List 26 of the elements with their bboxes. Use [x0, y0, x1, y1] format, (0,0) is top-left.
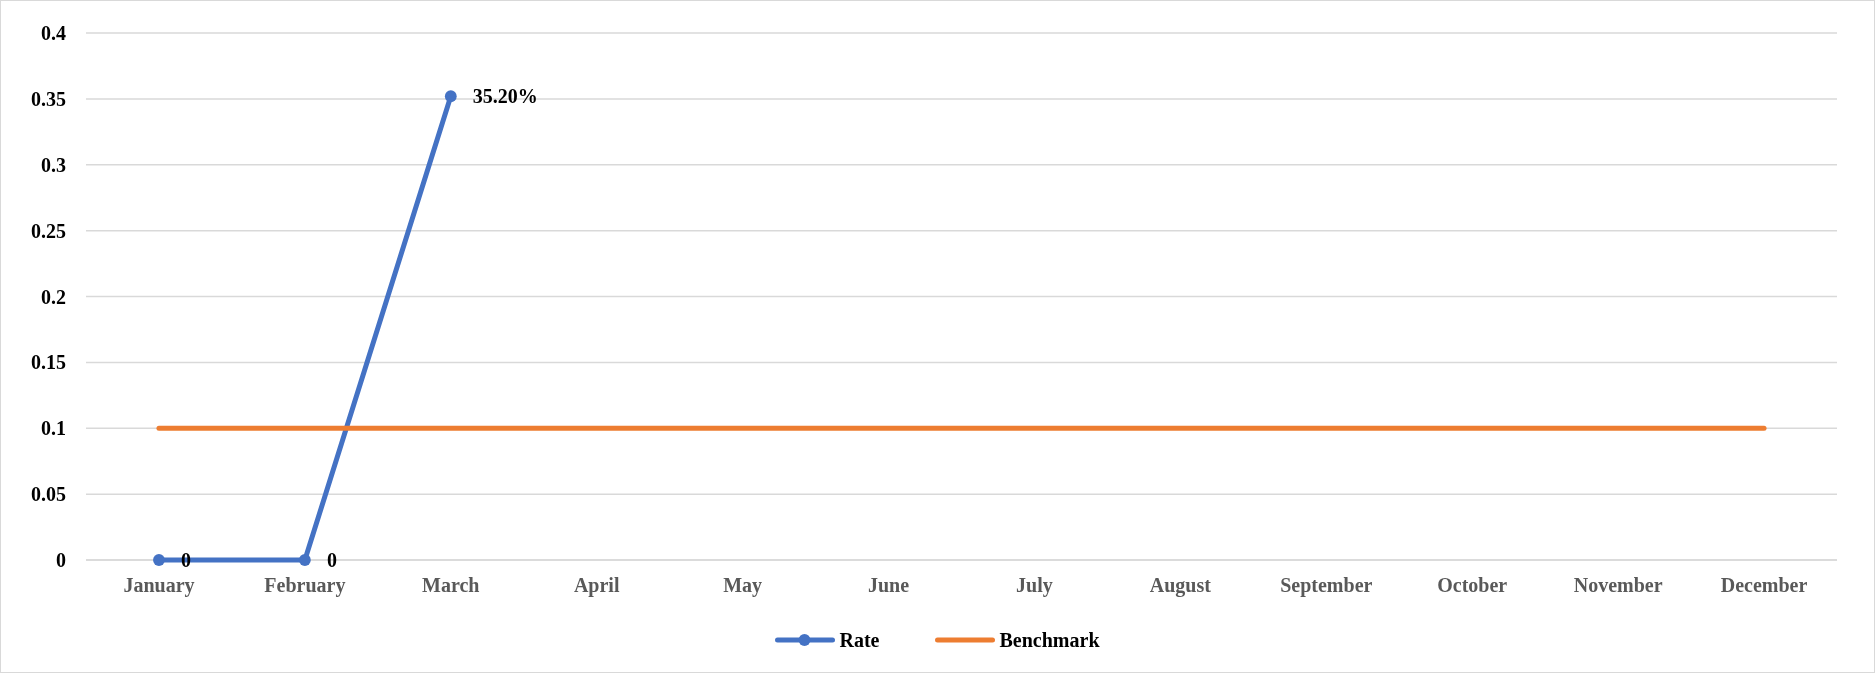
- x-tick-label: February: [264, 574, 346, 597]
- x-tick-label: May: [723, 574, 763, 597]
- y-tick-label: 0.25: [31, 219, 66, 242]
- x-tick-label: October: [1437, 574, 1508, 596]
- data-label: 35.20%: [472, 85, 538, 108]
- x-tick-label: January: [123, 574, 195, 597]
- legend-label: Rate: [839, 629, 880, 651]
- x-tick-label: June: [867, 574, 910, 596]
- data-label: 0: [326, 549, 337, 571]
- y-tick-label: 0: [56, 549, 66, 571]
- x-tick-label: December: [1720, 574, 1808, 596]
- x-tick-label: August: [1149, 574, 1212, 597]
- y-tick-label: 0.1: [41, 417, 66, 440]
- x-tick-label: March: [422, 574, 480, 596]
- x-tick-label: September: [1280, 574, 1373, 597]
- y-tick-label: 0.15: [31, 351, 66, 374]
- x-tick-label: July: [1016, 574, 1053, 597]
- x-tick-label: November: [1573, 574, 1663, 596]
- x-tick-label: April: [573, 574, 620, 597]
- y-tick-label: 0.05: [31, 483, 66, 506]
- data-label: 0: [180, 549, 191, 571]
- y-tick-label: 0.3: [41, 153, 66, 176]
- y-tick-label: 0.4: [41, 22, 66, 44]
- y-tick-label: 0.2: [41, 285, 66, 308]
- y-tick-label: 0.35: [31, 87, 66, 110]
- legend-label: Benchmark: [999, 629, 1101, 651]
